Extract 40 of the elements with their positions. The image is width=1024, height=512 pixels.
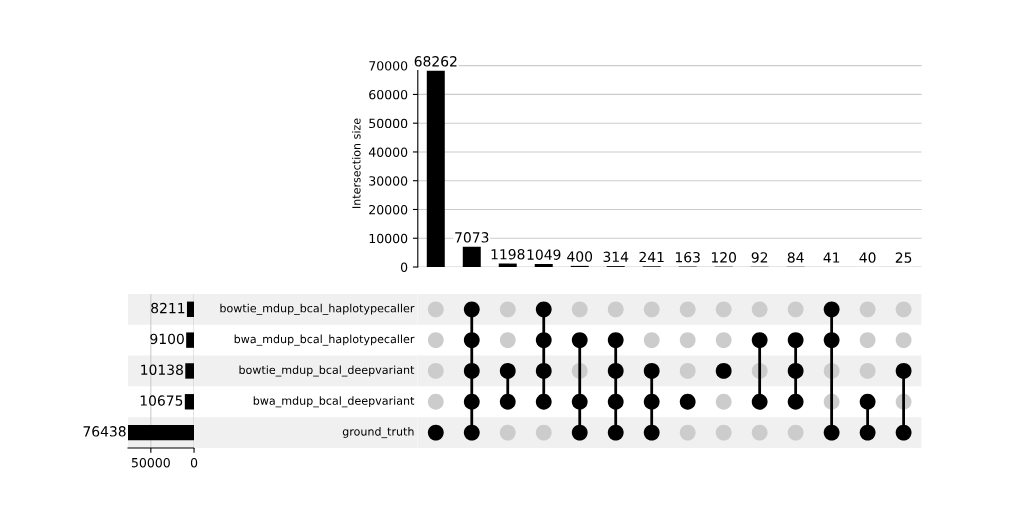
y-tick-label: 30000 bbox=[369, 176, 408, 186]
data-label: 10138 bbox=[141, 364, 183, 375]
y-tick-label: bowtie_mdup_bcal_deepvariant bbox=[239, 365, 415, 377]
data-label: 84 bbox=[787, 252, 804, 263]
data-label: 8211 bbox=[151, 302, 185, 314]
y-tick-label: 0 bbox=[400, 262, 408, 272]
y-tick-label: bwa_mdup_bcal_deepvariant bbox=[253, 396, 415, 408]
bar bbox=[534, 263, 553, 268]
data-label: 163 bbox=[675, 251, 700, 263]
data-label: 241 bbox=[639, 251, 664, 263]
data-label: 68262 bbox=[414, 56, 457, 67]
y-axis-title: Intersection size bbox=[352, 118, 361, 208]
bar bbox=[426, 70, 445, 268]
data-label: 76438 bbox=[83, 426, 126, 437]
data-label: 9100 bbox=[150, 333, 184, 345]
y-tick-label: 20000 bbox=[369, 204, 408, 215]
data-label: 7073 bbox=[455, 232, 489, 243]
y-tick-label: bowtie_mdup_bcal_haplotypecaller bbox=[220, 303, 415, 315]
data-label: 40 bbox=[859, 252, 876, 263]
data-label: 1198 bbox=[491, 248, 525, 260]
y-tick-label: 10000 bbox=[369, 233, 408, 244]
data-label: 120 bbox=[711, 252, 737, 263]
y-tick-label: 50000 bbox=[369, 118, 408, 129]
data-label: 41 bbox=[823, 252, 840, 263]
y-tick-label: ground_truth bbox=[342, 427, 414, 439]
bar bbox=[462, 246, 481, 268]
data-label: 1049 bbox=[527, 249, 561, 260]
data-label: 400 bbox=[567, 251, 593, 262]
data-label: 314 bbox=[603, 251, 629, 263]
y-tick-label: bwa_mdup_bcal_haplotypecaller bbox=[234, 334, 415, 346]
y-tick-label: 40000 bbox=[368, 147, 408, 157]
data-label: 25 bbox=[895, 252, 912, 263]
bar bbox=[186, 332, 195, 348]
bar bbox=[185, 363, 195, 379]
y-tick-label: 70000 bbox=[369, 61, 408, 71]
y-tick-label: 60000 bbox=[369, 89, 408, 100]
bar bbox=[184, 394, 195, 410]
data-label: 10675 bbox=[140, 395, 183, 406]
data-label: 92 bbox=[751, 252, 768, 263]
bar bbox=[186, 301, 195, 317]
